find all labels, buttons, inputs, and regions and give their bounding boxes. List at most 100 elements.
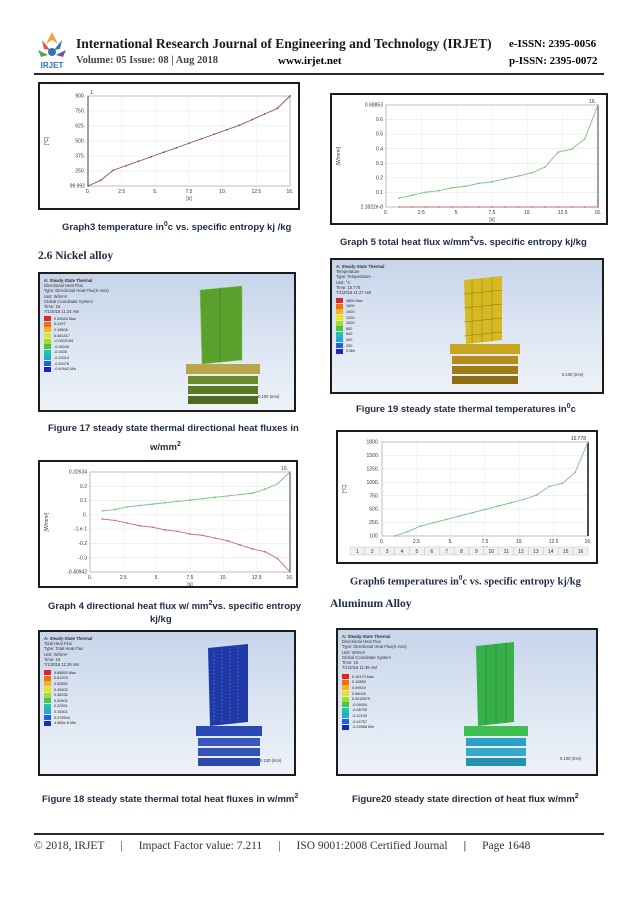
- figure20-frame: A: Steady-State Thermal Directional Heat…: [336, 628, 598, 776]
- y-tick-label: -0.40942: [67, 570, 87, 576]
- legend-entry: -0.24014: [44, 355, 76, 361]
- y-tick-label: 250.: [75, 169, 85, 175]
- data-point: [597, 104, 599, 106]
- data-point: [451, 206, 454, 208]
- legend-entry: -0.0002159: [44, 338, 76, 344]
- legend-entry: 4.985e-8 Min: [44, 720, 76, 726]
- data-point: [451, 186, 454, 189]
- legend-entry: 0.53552: [44, 681, 76, 687]
- data-point: [176, 530, 179, 533]
- x-tick-label: 0.: [86, 189, 90, 195]
- x-tick-label: 7.5: [489, 210, 496, 216]
- data-point: [99, 179, 102, 182]
- figure19-legend: 1800 Max 1600 1400 1200 1000 800 600 400 200 0 Mi…: [336, 298, 363, 354]
- x-tick-label: 12.5: [252, 575, 262, 581]
- y-tick-label: -0.2: [78, 541, 87, 547]
- footer-iso: ISO 9001:2008 Certified Journal: [296, 840, 448, 852]
- legend-label: 1200: [346, 315, 355, 320]
- data-point: [491, 206, 493, 208]
- data-point: [548, 485, 551, 488]
- figure17-scale: 0.100 (mm): [258, 394, 280, 399]
- series-line: [399, 104, 599, 199]
- y-tick-label: 1800.: [366, 440, 379, 446]
- legend-entry: 0.081417: [44, 333, 76, 339]
- legend-label: 1000: [346, 321, 355, 326]
- data-point: [151, 526, 154, 529]
- table-cell: [572, 546, 589, 556]
- data-point: [201, 534, 204, 537]
- legend-swatch: [336, 320, 343, 326]
- data-point: [424, 206, 427, 208]
- data-point: [176, 500, 179, 503]
- x-tick-label: 0.: [88, 575, 92, 581]
- legend-swatch: [44, 715, 51, 721]
- data-point: [263, 113, 266, 115]
- footer-impact-factor: Impact Factor value: 7.211: [138, 840, 263, 852]
- data-point: [535, 494, 538, 496]
- legend-swatch: [44, 316, 51, 322]
- legend-label: 1400: [346, 309, 355, 314]
- volume-issue: Volume: 05 Issue: 08 | Aug 2018: [76, 55, 218, 66]
- legend-swatch: [44, 361, 51, 367]
- figure19-blade-model: [450, 276, 520, 384]
- figure19-info: A: Steady-State Thermal Temperature Type…: [336, 264, 385, 296]
- y-tick-label: 250.: [369, 520, 379, 526]
- figure19-scale: 0.100 (mm): [562, 372, 584, 377]
- figure20-blade-model: [464, 642, 528, 766]
- figure18-legend: 0.68853 Max 0.61203 0.53552 0.45902 0.38252 0…: [44, 670, 76, 726]
- data-point: [251, 492, 254, 495]
- legend-swatch: [342, 696, 349, 702]
- y-tick-label: 0.6: [376, 117, 383, 123]
- data-point: [175, 146, 178, 149]
- y-tick-label: 750.: [75, 109, 85, 115]
- legend-label: -0.14757: [352, 719, 367, 724]
- journal-title: International Research Journal of Engine…: [76, 36, 492, 51]
- data-point: [213, 133, 216, 136]
- graph4-frame: -0.40942 -0.3 -0.2 -1.e-1 0. 0.1 0.2 0.32634 0. 2…: [38, 460, 298, 588]
- legend-label: 0.076504: [54, 715, 70, 720]
- x-tick-label: 2.5: [118, 189, 125, 195]
- data-point: [114, 508, 116, 511]
- data-point: [112, 169, 115, 172]
- y-axis-label: [W/mm²]: [336, 146, 342, 165]
- legend-entry: 0.45902: [44, 687, 76, 693]
- data-point: [484, 508, 486, 511]
- graph5-caption: Graph 5 total heat flux w/mm2vs. specifi…: [340, 236, 587, 249]
- y-tick-label: -0.3: [78, 555, 87, 561]
- legend-swatch: [44, 349, 51, 355]
- legend-entry: 1400: [336, 309, 363, 315]
- y-axis-label: [°C]: [44, 136, 50, 145]
- e-issn: e-ISSN: 2395-0056: [509, 38, 597, 50]
- data-point: [557, 151, 560, 154]
- data-point: [597, 206, 599, 208]
- figure19-frame: A: Steady-State Thermal Temperature Type…: [330, 258, 604, 394]
- data-point: [574, 471, 577, 474]
- legend-entry: 1200: [336, 315, 363, 321]
- figure20-caption: Figure20 steady state direction of heat …: [352, 793, 579, 806]
- legend-label: 0.081417: [54, 333, 70, 338]
- x-tick-label: 5.: [449, 539, 453, 545]
- legend-entry: 0.15301: [44, 709, 76, 715]
- table-cell-label: 10: [489, 549, 495, 555]
- logo-flame-icon: [38, 32, 66, 57]
- x-axis-label: [s]: [489, 217, 495, 223]
- legend-swatch: [342, 724, 349, 730]
- y-tick-label: -1.e-1: [74, 527, 87, 533]
- data-point: [517, 206, 520, 208]
- data-point: [137, 160, 140, 163]
- data-point: [139, 504, 141, 507]
- y-tick-label: 0.5: [376, 132, 383, 138]
- y-tick-label: 375.: [75, 154, 85, 160]
- legend-label: -0.40942 Min: [54, 367, 77, 372]
- y-axis-label: [°C]: [342, 484, 348, 493]
- top-marker-label: 16.: [281, 466, 288, 472]
- y-tick-label: 0.1: [80, 498, 87, 504]
- journal-website[interactable]: www.irjet.net: [278, 55, 342, 67]
- p-issn: p-ISSN: 2395-0072: [509, 55, 598, 67]
- data-point: [150, 155, 153, 158]
- legend-swatch: [44, 692, 51, 698]
- legend-swatch: [342, 707, 349, 713]
- legend-swatch: [342, 719, 349, 725]
- top-marker-label: 15.778: [571, 436, 587, 442]
- x-tick-label: 16.: [595, 210, 602, 216]
